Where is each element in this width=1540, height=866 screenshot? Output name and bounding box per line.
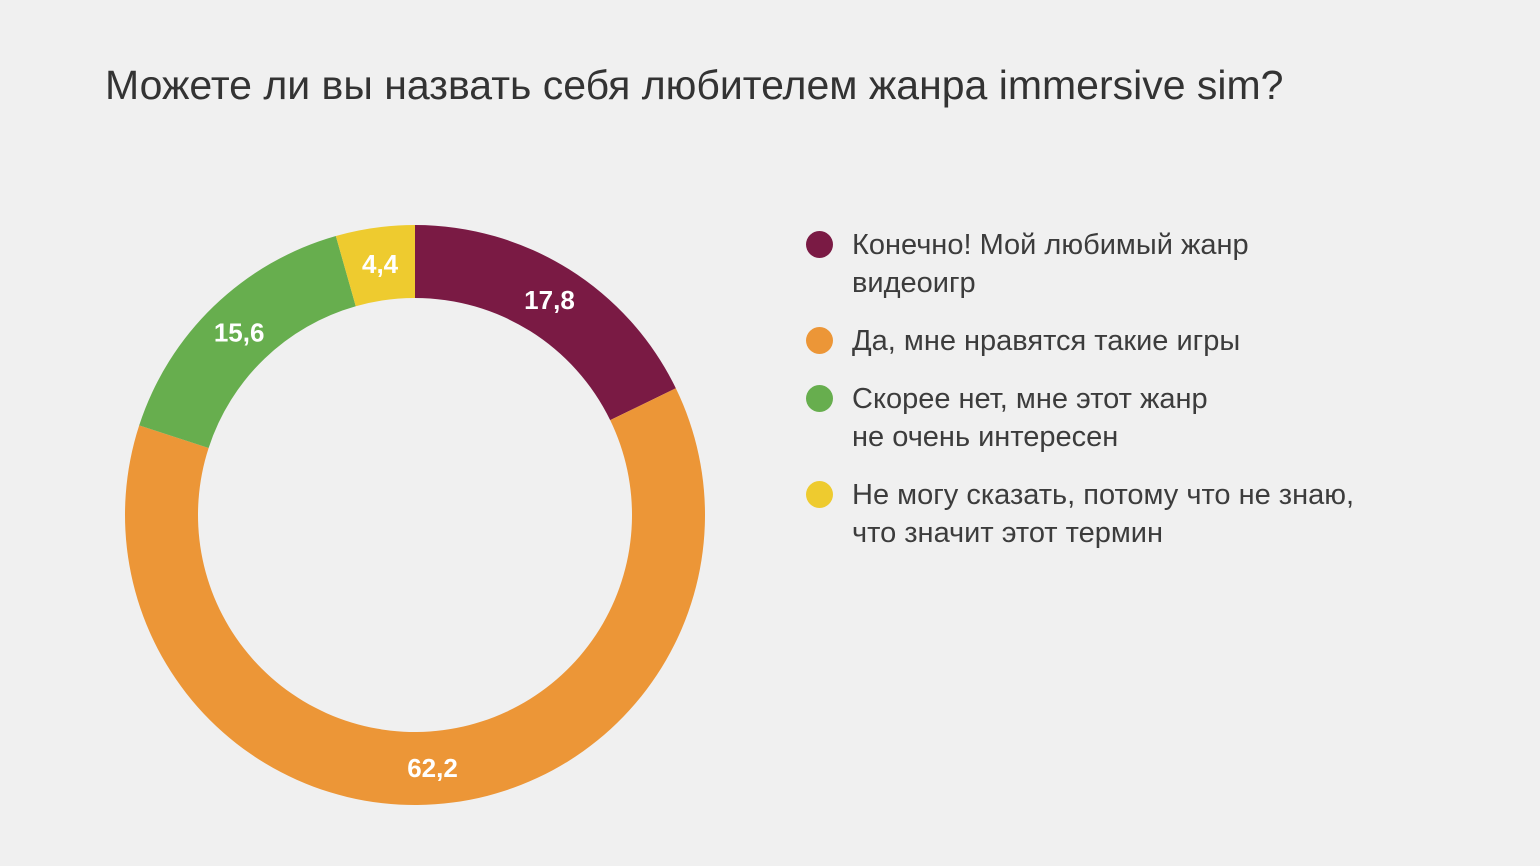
legend-swatch-2 [806, 327, 833, 354]
legend-swatch-4 [806, 481, 833, 508]
legend-label-3: Скорее нет, мне этот жанр не очень интер… [852, 383, 1208, 453]
slice-value-label-1: 17,8 [524, 285, 575, 315]
legend-label-1: Конечно! Мой любимый жанр видеоигр [852, 229, 1249, 299]
donut-slices [124, 225, 705, 805]
chart-title: Можете ли вы назвать себя любителем жанр… [105, 62, 1284, 108]
slice-value-label-4: 4,4 [362, 249, 399, 279]
legend-item-1: Конечно! Мой любимый жанр видеоигр [806, 226, 1446, 302]
donut-value-labels: 17,8 62,2 15,6 4,4 [214, 249, 575, 783]
slice-value-label-2: 62,2 [407, 753, 458, 783]
donut-slice-4 [335, 225, 415, 307]
donut-slice-1 [415, 225, 676, 421]
donut-slice-3 [139, 236, 356, 448]
legend-item-3: Скорее нет, мне этот жанр не очень интер… [806, 380, 1446, 456]
donut-slice-2 [124, 388, 705, 805]
legend-label-4: Не могу сказать, потому что не знаю, что… [852, 479, 1355, 549]
chart-legend: Конечно! Мой любимый жанр видеоигр Да, мн… [806, 226, 1446, 572]
legend-item-2: Да, мне нравятся такие игры [806, 322, 1446, 360]
legend-label-2: Да, мне нравятся такие игры [852, 325, 1241, 357]
legend-swatch-3 [806, 385, 833, 412]
slice-value-label-3: 15,6 [214, 317, 265, 347]
legend-item-4: Не могу сказать, потому что не знаю, что… [806, 476, 1446, 552]
legend-swatch-1 [806, 231, 833, 258]
